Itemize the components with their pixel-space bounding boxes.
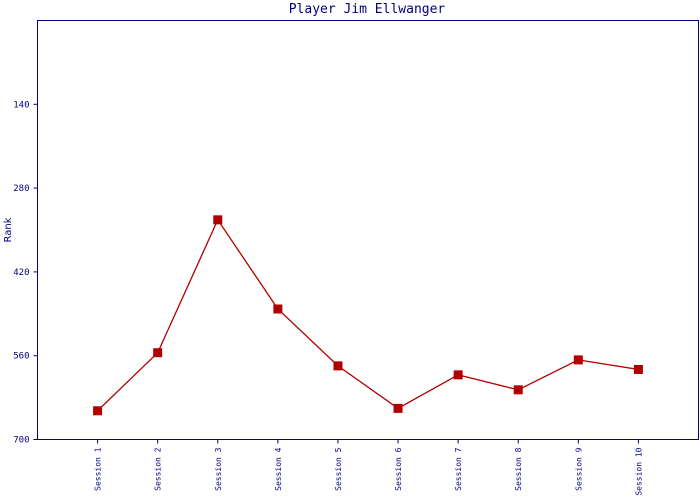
data-point bbox=[93, 406, 103, 416]
data-point bbox=[453, 370, 463, 380]
data-point bbox=[633, 364, 643, 374]
data-point bbox=[513, 385, 523, 395]
plot-frame bbox=[37, 20, 699, 440]
x-tick-label: Session 6 bbox=[394, 447, 403, 491]
x-tick-label: Session 7 bbox=[454, 447, 463, 491]
y-tick-label: 420 bbox=[13, 268, 29, 278]
data-point bbox=[273, 304, 283, 314]
data-point bbox=[213, 215, 223, 225]
y-axis-label: Rank bbox=[3, 217, 14, 242]
data-point bbox=[153, 348, 163, 358]
data-point bbox=[333, 361, 343, 371]
x-tick-label: Session 4 bbox=[274, 447, 283, 491]
x-tick-label: Session 3 bbox=[214, 447, 223, 491]
y-tick-label: 700 bbox=[13, 436, 29, 446]
x-tick-label: Session 9 bbox=[574, 447, 583, 491]
chart-title: Player Jim Ellwanger bbox=[289, 2, 446, 17]
data-point bbox=[393, 403, 403, 413]
x-tick-label: Session 10 bbox=[634, 447, 643, 495]
x-tick-label: Session 1 bbox=[94, 447, 103, 491]
x-tick-label: Session 2 bbox=[154, 447, 163, 491]
x-tick-label: Session 8 bbox=[514, 447, 523, 491]
y-tick-label: 140 bbox=[13, 100, 29, 110]
y-tick-label: 280 bbox=[13, 184, 29, 194]
y-tick-label: 560 bbox=[13, 352, 29, 362]
data-line bbox=[97, 218, 639, 412]
data-point bbox=[573, 355, 583, 365]
x-tick-label: Session 5 bbox=[334, 447, 343, 491]
